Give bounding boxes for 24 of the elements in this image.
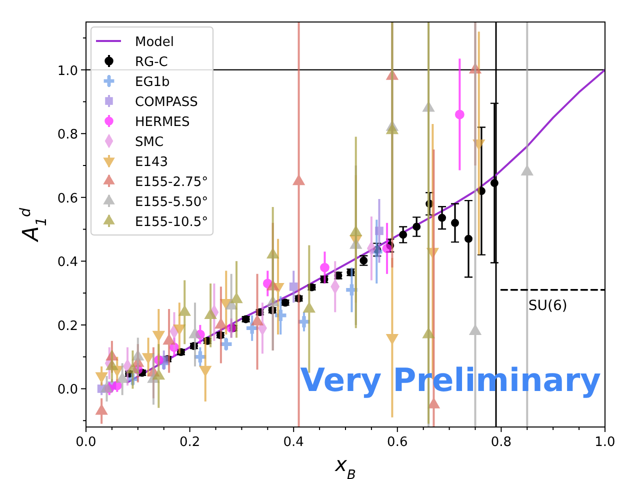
- legend-label: E155-5.50°: [135, 195, 208, 210]
- x-tick-label: 0.8: [490, 435, 512, 450]
- y-tick-label: 0.0: [57, 382, 78, 398]
- legend-label: HERMES: [135, 115, 190, 130]
- y-tick-label: 1.0: [57, 64, 78, 79]
- legend-label: Model: [135, 35, 174, 50]
- y-tick-label: 0.4: [57, 255, 78, 270]
- legend-label: EG1b: [135, 75, 170, 90]
- legend-label: SMC: [135, 135, 164, 150]
- x-tick-label: 0.0: [76, 435, 96, 450]
- x-tick-label: 1.0: [594, 435, 616, 450]
- legend-label: RG-C: [135, 55, 168, 70]
- y-tick-label: 0.6: [57, 191, 78, 206]
- x-tick-label: 0.4: [283, 435, 304, 450]
- legend-label: COMPASS: [135, 95, 198, 110]
- y-tick-label: 0.8: [57, 128, 78, 143]
- legend-label: E143: [135, 155, 168, 170]
- y-tick-label: 0.2: [57, 318, 78, 334]
- x-tick-label: 0.6: [387, 435, 408, 450]
- legend-label: E155-10.5°: [135, 215, 208, 230]
- x-tick-label: 0.2: [179, 435, 200, 450]
- annotation: SU(6): [528, 298, 568, 314]
- x-axis-title: x$_{B}$: [334, 452, 356, 479]
- legend-label: E155-2.75°: [135, 175, 208, 190]
